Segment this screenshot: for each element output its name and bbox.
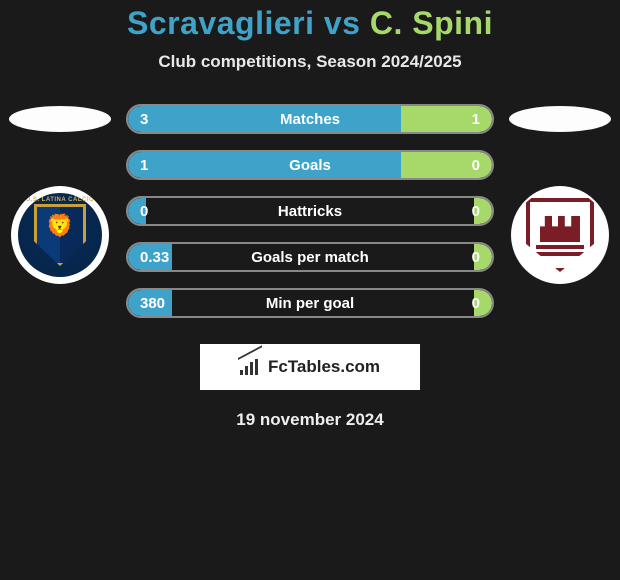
page-title: Scravaglieri vs C. Spini — [0, 5, 620, 42]
stat-label: Matches — [128, 111, 492, 128]
stat-bar: 380Min per goal0 — [126, 288, 494, 318]
right-flag-icon — [509, 106, 611, 132]
player1-name: Scravaglieri — [127, 5, 314, 41]
stats-list: 3Matches11Goals00Hattricks00.33Goals per… — [126, 104, 494, 318]
stat-bar: 0.33Goals per match0 — [126, 242, 494, 272]
left-column: U.S. LATINA CALCIO — [4, 104, 116, 284]
stat-value-right: 0 — [472, 203, 480, 220]
left-crest: U.S. LATINA CALCIO — [11, 186, 109, 284]
subtitle: Club competitions, Season 2024/2025 — [0, 52, 620, 72]
shield-icon — [526, 198, 594, 272]
right-crest — [511, 186, 609, 284]
root: Scravaglieri vs C. Spini Club competitio… — [0, 0, 620, 430]
date-label: 19 november 2024 — [0, 410, 620, 430]
vs-text: vs — [324, 5, 361, 41]
left-crest-text: U.S. LATINA CALCIO — [18, 197, 102, 203]
stat-value-right: 1 — [472, 111, 480, 128]
left-flag-icon — [9, 106, 111, 132]
player2-name: C. Spini — [370, 5, 493, 41]
stat-value-right: 0 — [472, 249, 480, 266]
barchart-icon — [240, 359, 262, 375]
shield-icon — [34, 204, 86, 266]
brand-text: FcTables.com — [268, 357, 380, 377]
stat-value-right: 0 — [472, 295, 480, 312]
brand-badge: FcTables.com — [200, 344, 420, 390]
stat-bar: 1Goals0 — [126, 150, 494, 180]
stat-label: Hattricks — [128, 203, 492, 220]
right-column — [504, 104, 616, 284]
stat-label: Goals — [128, 157, 492, 174]
stat-label: Goals per match — [128, 249, 492, 266]
stat-label: Min per goal — [128, 295, 492, 312]
comparison-body: U.S. LATINA CALCIO 3Matches11Goals00Hatt… — [0, 104, 620, 318]
stat-value-right: 0 — [472, 157, 480, 174]
stat-bar: 0Hattricks0 — [126, 196, 494, 226]
stat-bar: 3Matches1 — [126, 104, 494, 134]
